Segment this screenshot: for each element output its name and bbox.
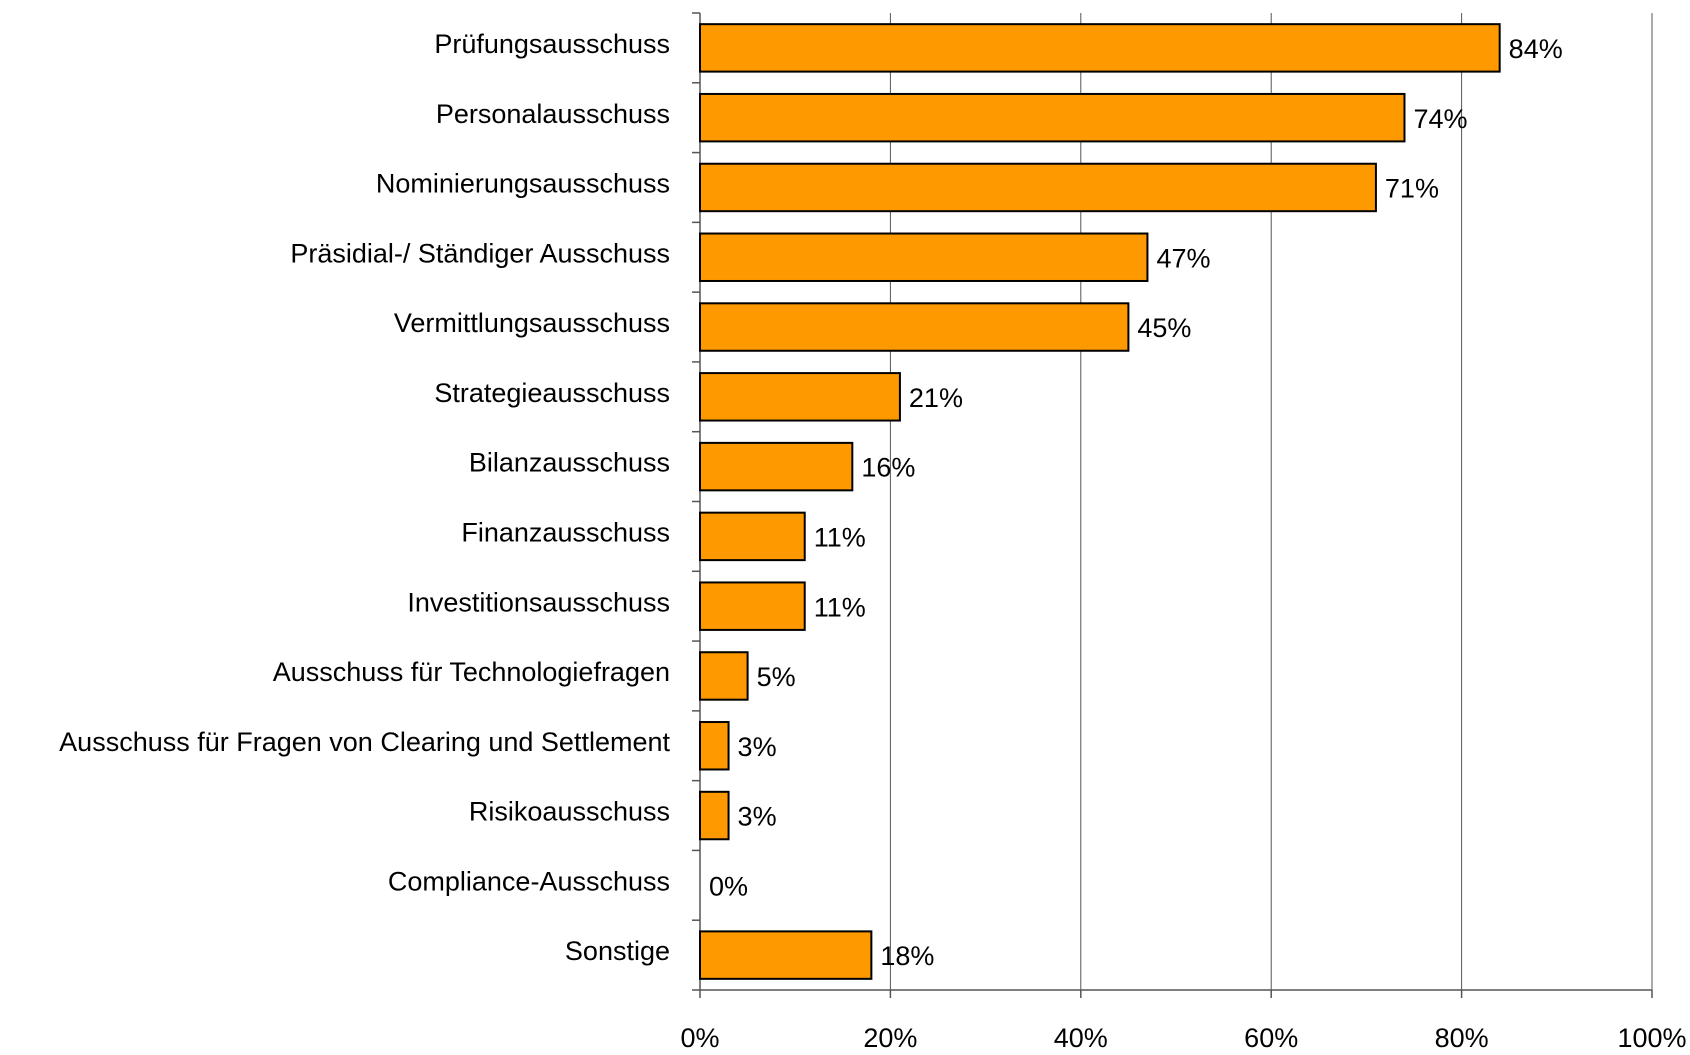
y-tick-label: Personalausschuss — [436, 99, 670, 129]
bar — [699, 162, 1377, 213]
bar — [699, 232, 1149, 282]
value-label: 11% — [814, 523, 866, 553]
x-tick-label: 100% — [1617, 1023, 1686, 1050]
value-label: 47% — [1156, 243, 1210, 273]
value-label: 3% — [738, 732, 777, 762]
value-label: 5% — [757, 662, 796, 692]
value-label: 21% — [909, 383, 963, 413]
y-tick-label: Ausschuss für Technologiefragen — [273, 657, 670, 687]
y-tick-label: Bilanzausschuss — [469, 448, 670, 478]
x-tick-label: 20% — [863, 1023, 917, 1050]
bar — [699, 511, 806, 562]
value-label: 3% — [738, 802, 777, 832]
y-tick-label: Investitionsausschuss — [407, 587, 670, 617]
x-tick-label: 40% — [1054, 1023, 1108, 1050]
y-tick-label: Vermittlungsausschuss — [394, 308, 670, 338]
bar — [699, 930, 873, 980]
value-label: 84% — [1509, 34, 1563, 64]
bar — [699, 441, 854, 492]
bar — [699, 651, 749, 701]
x-tick-label: 0% — [680, 1023, 719, 1050]
bar — [699, 23, 1501, 73]
y-tick-label: Compliance-Ausschuss — [388, 866, 670, 896]
y-tick-label: Risikoausschuss — [469, 797, 670, 827]
bar — [699, 581, 806, 631]
value-label: 18% — [880, 941, 934, 971]
bar — [699, 372, 901, 422]
value-label: 11% — [814, 592, 866, 622]
y-tick-label: Sonstige — [565, 936, 670, 966]
x-tick-label: 60% — [1244, 1023, 1298, 1050]
value-label: 45% — [1137, 313, 1191, 343]
value-label: 71% — [1385, 174, 1439, 204]
y-tick-label: Nominierungsausschuss — [376, 169, 670, 199]
value-label: 74% — [1413, 104, 1467, 134]
y-tick-label: Finanzausschuss — [461, 518, 670, 548]
value-label: 0% — [709, 871, 748, 901]
bar — [699, 302, 1130, 352]
y-tick-label: Präsidial-/ Ständiger Ausschuss — [290, 238, 670, 268]
value-label: 16% — [861, 453, 915, 483]
y-tick-label: Ausschuss für Fragen von Clearing und Se… — [59, 727, 670, 757]
y-tick-label: Prüfungsausschuss — [434, 29, 670, 59]
x-tick-label: 80% — [1435, 1023, 1489, 1050]
bar — [699, 92, 1406, 143]
y-tick-label: Strategieausschuss — [434, 378, 670, 408]
bar — [699, 790, 730, 841]
bar — [699, 721, 730, 771]
